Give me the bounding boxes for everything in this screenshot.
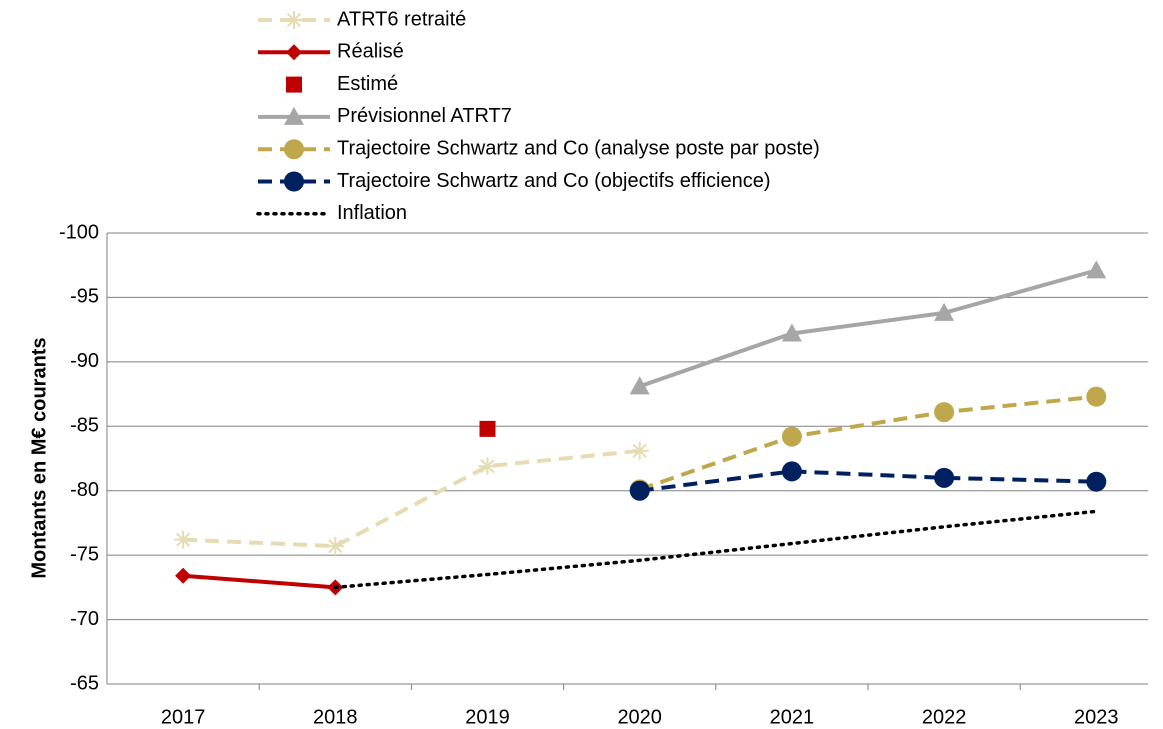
legend-marker xyxy=(284,106,304,125)
y-tick-label: -75 xyxy=(70,543,99,565)
x-tick-label: 2017 xyxy=(161,706,206,728)
x-tick-label: 2023 xyxy=(1074,706,1119,728)
legend-label: Réalisé xyxy=(337,41,404,63)
x-tick-label: 2020 xyxy=(617,706,662,728)
data-point xyxy=(478,457,497,476)
series-line xyxy=(639,268,1097,389)
data-point xyxy=(1086,386,1107,407)
data-point xyxy=(1086,471,1107,492)
legend-marker xyxy=(286,44,302,61)
data-point xyxy=(934,467,955,488)
legend-label: Inflation xyxy=(337,202,407,224)
data-point xyxy=(934,302,955,321)
data-point xyxy=(781,323,802,342)
series-line xyxy=(183,448,640,549)
legend-label: Trajectoire Schwartz and Co (objectifs e… xyxy=(337,170,771,192)
y-tick-label: -65 xyxy=(70,672,99,694)
y-tick-label: -95 xyxy=(70,286,99,308)
data-point xyxy=(326,537,345,556)
series-line xyxy=(333,509,1099,590)
data-point xyxy=(174,530,193,549)
legend-label: Estimé xyxy=(337,73,398,95)
legend-marker xyxy=(284,171,304,192)
y-tick-label: -70 xyxy=(70,608,99,630)
y-tick-label: -100 xyxy=(59,221,99,243)
x-tick-label: 2019 xyxy=(465,706,510,728)
data-point xyxy=(1086,260,1107,279)
x-tick-label: 2018 xyxy=(313,706,358,728)
x-tick-label: 2021 xyxy=(770,706,815,728)
data-point xyxy=(630,441,649,460)
legend-marker xyxy=(285,11,303,29)
data-point xyxy=(629,376,650,395)
y-tick-label: -85 xyxy=(70,415,99,437)
y-axis-label: Montants en M€ courants xyxy=(28,337,50,578)
data-point xyxy=(781,426,802,447)
data-point xyxy=(934,402,955,423)
data-point xyxy=(781,461,802,482)
legend-label: ATRT6 retraité xyxy=(337,8,466,30)
data-point xyxy=(629,480,650,501)
x-tick-label: 2022 xyxy=(922,706,967,728)
data-point xyxy=(479,420,496,437)
legend-label: Trajectoire Schwartz and Co (analyse pos… xyxy=(337,137,820,159)
legend-marker xyxy=(286,76,302,93)
data-point xyxy=(175,567,192,584)
y-tick-label: -90 xyxy=(70,350,99,372)
legend-label: Prévisionnel ATRT7 xyxy=(337,105,512,127)
legend-marker xyxy=(284,139,304,160)
series-line xyxy=(182,573,336,590)
series-line xyxy=(639,469,1097,493)
y-tick-label: -80 xyxy=(70,479,99,501)
